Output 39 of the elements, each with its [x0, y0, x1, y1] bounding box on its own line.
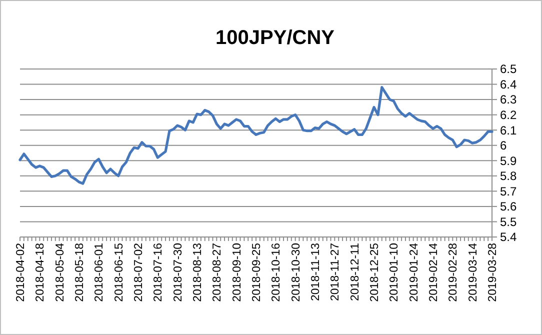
x-tick-label: 2019-02-14: [428, 242, 440, 302]
x-tick-label: 2018-07-02: [133, 243, 145, 302]
x-tick-label: 2018-05-18: [74, 243, 86, 302]
x-tick-label: 2018-04-02: [15, 243, 27, 302]
y-tick-label: 6.1: [500, 123, 518, 138]
x-tick-label: 2018-08-27: [212, 243, 224, 302]
line-series: [18, 86, 494, 185]
x-tick-label: 2018-08-13: [192, 243, 204, 302]
x-tick-label: 2018-11-13: [310, 243, 322, 301]
x-tick-label: 2018-04-18: [34, 243, 47, 302]
y-tick-label: 5.5: [500, 214, 518, 229]
y-tick-label: 5.9: [500, 154, 518, 168]
x-tick-label: 2018-07-30: [172, 243, 184, 302]
y-tick-label: 5.6: [500, 200, 518, 214]
y-tick-label: 5.8: [500, 169, 518, 184]
x-tick-label: 2019-03-28: [487, 243, 499, 302]
y-tick-label: 6.4: [500, 77, 518, 92]
x-tick-label: 2018-09-10: [231, 243, 244, 302]
y-tick-label: 5.4: [500, 230, 518, 244]
x-tick-label: 2018-10-16: [270, 243, 283, 302]
x-tick-label: 2018-11-27: [330, 243, 342, 301]
y-tick-label: 5.7: [500, 184, 518, 198]
x-tick-label: 2018-09-25: [251, 243, 263, 302]
x-tick-label: 2019-02-28: [448, 243, 460, 302]
x-tick-label: 2019-03-14: [467, 242, 480, 302]
x-tick-label: 2018-12-11: [349, 243, 362, 301]
x-tick-label: 2019-01-10: [388, 243, 401, 302]
x-tick-label: 2019-01-24: [408, 242, 420, 302]
x-tick-label: 2018-07-16: [152, 243, 165, 302]
y-tick-label: 6.2: [500, 108, 518, 122]
x-tick-label: 2018-05-04: [54, 242, 66, 302]
y-tick-label: 6: [500, 138, 507, 153]
y-tick-label: 6.5: [500, 62, 518, 76]
x-tick-label: 2018-12-25: [369, 243, 381, 302]
x-tick-label: 2018-06-15: [113, 243, 126, 302]
x-tick-label: 2018-10-30: [290, 243, 302, 302]
chart-title: 100JPY/CNY: [216, 27, 336, 49]
y-tick-label: 6.3: [500, 92, 518, 107]
x-tick-label: 2018-06-01: [94, 243, 106, 302]
